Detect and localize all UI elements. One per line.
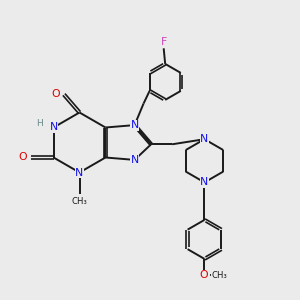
Text: N: N xyxy=(50,122,58,133)
Text: F: F xyxy=(160,37,167,47)
Text: CH₃: CH₃ xyxy=(212,271,227,280)
Text: O: O xyxy=(200,270,208,280)
Text: N: N xyxy=(130,120,139,130)
Text: N: N xyxy=(130,155,139,165)
Text: CH₃: CH₃ xyxy=(72,197,87,206)
Text: O: O xyxy=(18,152,27,163)
Text: N: N xyxy=(200,134,208,144)
Text: N: N xyxy=(75,167,84,178)
Text: O: O xyxy=(51,89,60,99)
Text: N: N xyxy=(200,177,208,188)
Text: H: H xyxy=(36,119,43,128)
